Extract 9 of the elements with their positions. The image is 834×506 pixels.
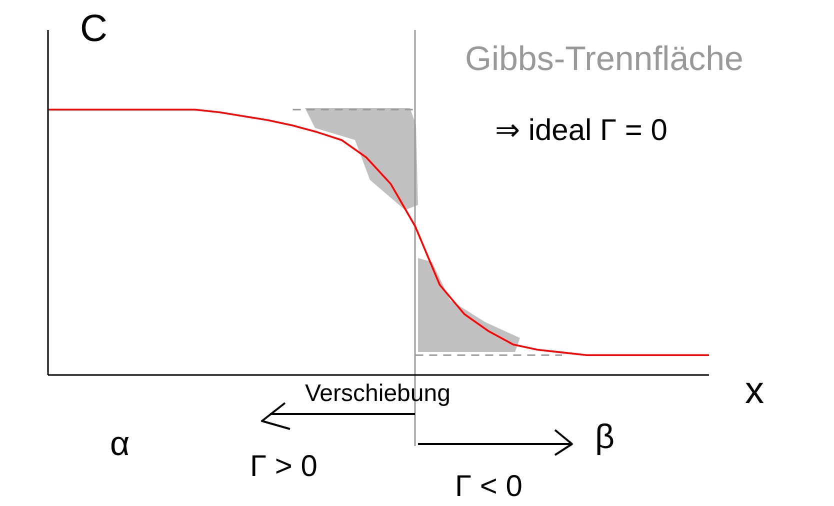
text: α: [110, 425, 130, 464]
text: Γ > 0: [250, 450, 318, 484]
annotation: ⇒ ideal Γ = 0: [495, 113, 668, 148]
text: Verschiebung: [305, 380, 450, 408]
y-axis-title: C: [80, 8, 108, 51]
text: β: [595, 418, 615, 457]
text: Γ < 0: [455, 470, 522, 504]
chart-title: Gibbs-Trennfläche: [465, 40, 744, 79]
x-axis-title: x: [745, 370, 764, 413]
